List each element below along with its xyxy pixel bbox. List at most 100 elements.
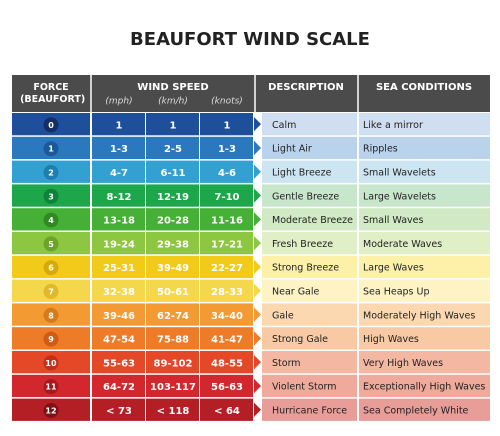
speed-value: 28-33 <box>211 287 243 298</box>
force-number: 0 <box>48 121 54 130</box>
force-badge <box>43 379 59 395</box>
title: BEAUFORT WIND SCALE <box>130 29 370 50</box>
sea-condition: Ripples <box>363 144 398 155</box>
description-cell <box>262 351 357 374</box>
speed-value: 25-31 <box>103 263 135 274</box>
force-number: 2 <box>48 169 54 178</box>
description: Storm <box>272 358 301 369</box>
description: Hurricane Force <box>272 406 347 417</box>
force-number: 10 <box>45 359 57 368</box>
description-cell <box>262 113 357 136</box>
row-arrow <box>254 331 261 346</box>
force-number: 11 <box>45 383 57 392</box>
speed-cell <box>146 255 199 279</box>
force-badge <box>43 403 59 418</box>
speed-value: 19-24 <box>103 239 135 250</box>
description: Moderate Breeze <box>272 215 353 226</box>
description-cell <box>262 255 357 279</box>
force-badge <box>43 165 59 180</box>
speed-cell <box>200 232 253 255</box>
speed-value: < 73 <box>106 406 132 417</box>
speed-cell <box>200 255 253 279</box>
sea-condition: Sea Completely White <box>363 406 469 417</box>
description-cell <box>262 184 357 207</box>
speed-value: 17-21 <box>211 239 243 250</box>
speed-value: 11-16 <box>211 216 243 227</box>
speed-value: < 64 <box>214 406 240 417</box>
speed-cell <box>200 279 253 302</box>
speed-cell <box>146 232 199 255</box>
force-number: 5 <box>48 240 54 249</box>
force-badge <box>43 117 59 133</box>
row-arrow <box>254 188 261 203</box>
force-number: 12 <box>45 407 56 416</box>
row-arrow <box>254 307 261 322</box>
description-cell <box>262 374 357 398</box>
row-arrow <box>254 164 261 179</box>
sea-cell <box>359 208 490 231</box>
speed-value: 64-72 <box>103 382 135 393</box>
speed-cell <box>92 113 145 136</box>
sea-condition: Very High Waves <box>363 358 443 369</box>
speed-value: 89-102 <box>154 358 193 369</box>
sea-cell <box>359 351 490 374</box>
speed-value: 20-28 <box>157 216 189 227</box>
sea-cell <box>359 374 490 398</box>
speed-cell <box>200 160 253 183</box>
description-cell <box>262 136 357 160</box>
speed-value: 4-6 <box>218 168 236 179</box>
speed-value: 39-49 <box>157 263 189 274</box>
speed-value: 1-3 <box>218 144 236 155</box>
speed-cell <box>200 136 253 160</box>
force-badge <box>43 260 59 276</box>
speed-cell <box>200 113 253 136</box>
force-badge <box>43 355 59 371</box>
force-number: 9 <box>48 335 54 344</box>
sea-condition: Like a mirror <box>363 120 423 131</box>
speed-cell <box>92 208 145 231</box>
description: Gale <box>272 310 294 321</box>
force-number: 6 <box>48 264 54 273</box>
sea-cell <box>359 184 490 207</box>
sea-condition: Large Wavelets <box>363 191 436 202</box>
sea-condition: Small Wavelets <box>363 168 436 179</box>
speed-cell <box>146 279 199 302</box>
speed-cell <box>146 184 199 207</box>
speed-cell <box>92 327 145 350</box>
speed-cell <box>92 232 145 255</box>
force-badge <box>43 307 59 323</box>
force-badge <box>43 188 59 204</box>
speed-value: 32-38 <box>103 287 135 298</box>
header-unit: (km/h) <box>158 97 188 107</box>
sea-condition: Sea Heaps Up <box>363 287 430 298</box>
speed-value: 1 <box>224 120 231 131</box>
row-arrow <box>254 355 261 370</box>
row-arrow <box>254 212 261 227</box>
speed-cell <box>200 327 253 350</box>
speed-value: 1 <box>170 120 177 131</box>
header-description: DESCRIPTION <box>268 82 344 93</box>
header-sea: SEA CONDITIONS <box>376 82 472 93</box>
description-cell <box>262 208 357 231</box>
speed-value: 2-5 <box>164 144 182 155</box>
force-number: 7 <box>48 288 54 297</box>
force-number: 4 <box>48 216 54 225</box>
description: Strong Gale <box>272 334 328 345</box>
sea-condition: Small Waves <box>363 215 423 226</box>
header-wind-speed: WIND SPEED <box>137 82 208 93</box>
speed-value: 56-63 <box>211 382 243 393</box>
speed-cell <box>146 113 199 136</box>
speed-cell <box>92 184 145 207</box>
speed-cell <box>92 136 145 160</box>
speed-value: 7-10 <box>214 192 239 203</box>
speed-cell <box>146 303 199 326</box>
speed-value: 103-117 <box>150 382 196 393</box>
force-number: 8 <box>48 311 54 320</box>
speed-value: 47-54 <box>103 335 135 346</box>
speed-value: 75-88 <box>157 335 189 346</box>
speed-value: 6-11 <box>160 168 185 179</box>
force-badge <box>43 284 59 299</box>
speed-value: 50-61 <box>157 287 189 298</box>
speed-value: 1-3 <box>110 144 128 155</box>
force-badge <box>43 331 59 347</box>
